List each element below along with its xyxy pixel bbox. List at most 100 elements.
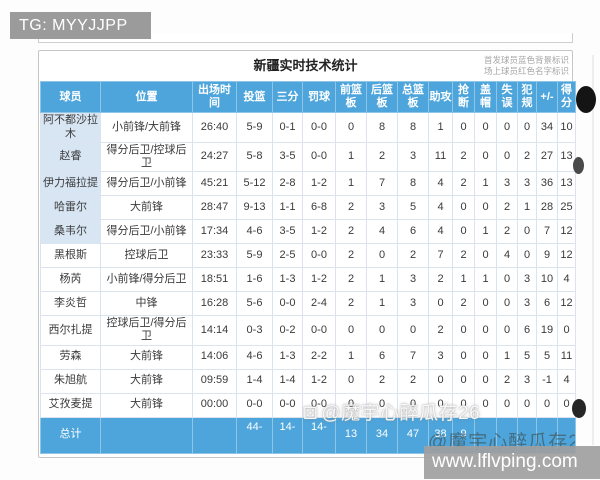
- total-stat-cell: [192, 416, 237, 454]
- player-name-cell: 阿不都沙拉木: [40, 112, 101, 143]
- stat-cell: 1: [428, 112, 453, 143]
- stat-cell: 0: [474, 291, 497, 317]
- stat-cell: 0: [366, 243, 398, 269]
- stat-cell: 0: [517, 219, 537, 245]
- edge-artifact-dot: [576, 86, 596, 113]
- tg-watermark-label: TG: MYYJJPP: [19, 17, 128, 34]
- stat-cell: 2: [452, 243, 475, 269]
- stat-cell: 1: [474, 219, 497, 245]
- stat-cell: 0: [397, 315, 429, 346]
- total-stat-cell: 14-: [302, 416, 336, 454]
- stat-cell: 1: [474, 267, 497, 293]
- column-header: 盖帽: [474, 80, 497, 114]
- stat-cell: 16:28: [192, 291, 237, 317]
- stats-table: 球员 位置 出场时间 投篮 三分 罚球 前篮板 后篮板 总篮板 助攻 抢断 盖帽 失误 犯规 +/- 得分 阿…: [40, 80, 576, 454]
- stat-cell: 23:33: [192, 243, 237, 269]
- stat-cell: 0: [496, 267, 518, 293]
- stat-cell: 8: [397, 112, 429, 143]
- column-header: 失误: [496, 80, 518, 114]
- stat-cell: 7: [536, 219, 558, 245]
- stat-cell: 3: [517, 368, 537, 394]
- player-row: 阿不都沙拉木 小前锋/大前锋 26:40 5-9 0-1 0-0 0 8 8 1 0 0 0 0 34 10: [40, 112, 576, 143]
- stat-cell: 34: [536, 112, 558, 143]
- stat-cell: 2-4: [302, 291, 336, 317]
- edge-artifact-dot: [572, 399, 586, 418]
- stat-cell: 3-5: [272, 219, 303, 245]
- stat-cell: 0: [557, 392, 576, 418]
- stat-cell: 5-8: [236, 141, 273, 173]
- stat-cell: 0: [474, 392, 497, 418]
- stat-cell: 4: [428, 171, 453, 197]
- player-row: 黑根斯 控球后卫 23:33 5-9 2-5 0-0 2 0 2 7 2 0 4 0 9 12: [40, 243, 576, 269]
- stat-cell: 19: [536, 315, 558, 346]
- stat-cell: 控球后卫/得分后卫: [100, 315, 193, 346]
- stat-cell: 5-6: [236, 291, 273, 317]
- user-watermark-text: @魔宇心醉瓜存26: [321, 403, 481, 424]
- stats-panel: 新疆实时技术统计 首发球员蓝色背景标识 场上球员红色名字标识 球员 位置 出场时间投…: [38, 50, 576, 458]
- stat-cell: 0: [496, 315, 518, 346]
- stat-cell: 10: [536, 267, 558, 293]
- stat-cell: 0: [335, 112, 367, 143]
- stat-cell: 得分后卫/控球后卫: [100, 141, 193, 173]
- stat-cell: 0: [428, 368, 453, 394]
- stat-cell: 17:34: [192, 219, 237, 245]
- stat-cell: 0-0: [272, 291, 303, 317]
- player-name-cell: 赵睿: [40, 141, 101, 173]
- stat-cell: 36: [536, 171, 558, 197]
- stat-cell: 3: [517, 267, 537, 293]
- stat-cell: 得分后卫/小前锋: [100, 171, 193, 197]
- total-stat-cell: 13: [335, 416, 367, 454]
- column-header: 总篮板: [397, 80, 429, 114]
- total-stat-cell: 47: [397, 416, 429, 454]
- player-name-cell: 劳森: [40, 344, 101, 370]
- stat-cell: 1-4: [272, 368, 303, 394]
- stat-cell: 2: [335, 219, 367, 245]
- total-stat-cell: 44-: [236, 416, 273, 454]
- stat-cell: 大前锋: [100, 195, 193, 221]
- stat-cell: 28:47: [192, 195, 237, 221]
- edge-artifact-dot: [573, 157, 584, 174]
- total-stat-cell: [474, 416, 497, 454]
- stat-cell: 1: [335, 141, 367, 173]
- stat-cell: 1-1: [272, 195, 303, 221]
- column-header: 前篮板: [335, 80, 367, 114]
- stat-cell: 0-0: [302, 243, 336, 269]
- stat-cell: 4: [557, 368, 576, 394]
- stat-cell: 2: [335, 291, 367, 317]
- player-row: 哈雷尔 大前锋 28:47 9-13 1-1 6-8 2 3 5 4 0 0 2 1 28 25: [40, 195, 576, 221]
- stat-cell: 5-9: [236, 243, 273, 269]
- stat-cell: 0: [428, 291, 453, 317]
- stat-cell: 3: [496, 171, 518, 197]
- stat-cell: 13: [557, 171, 576, 197]
- stat-cell: 12: [557, 219, 576, 245]
- stat-cell: 0-0: [302, 112, 336, 143]
- stat-cell: 0: [335, 368, 367, 394]
- stat-cell: 8: [397, 171, 429, 197]
- stat-cell: 0: [517, 243, 537, 269]
- stat-cell: 10: [557, 112, 576, 143]
- stat-cell: 6: [536, 291, 558, 317]
- stat-cell: 2: [496, 219, 518, 245]
- adjacent-panel-edge: [592, 55, 594, 445]
- legend-line-starters: 首发球员蓝色背景标识: [483, 55, 569, 65]
- stat-cell: 0: [474, 344, 497, 370]
- stat-cell: 大前锋: [100, 392, 193, 418]
- stat-cell: 24:27: [192, 141, 237, 173]
- table-body: 阿不都沙拉木 小前锋/大前锋 26:40 5-9 0-1 0-0 0 8 8 1 0 0 0 0 34 10 赵…: [40, 112, 576, 454]
- stat-cell: 4: [557, 267, 576, 293]
- stat-cell: 11: [557, 344, 576, 370]
- stat-cell: 7: [366, 171, 398, 197]
- column-header: 得分: [557, 80, 576, 114]
- stat-cell: 2: [397, 243, 429, 269]
- column-header: 出场时间: [192, 80, 237, 114]
- stat-cell: 0: [474, 141, 497, 173]
- stat-cell: 1: [474, 171, 497, 197]
- stat-cell: 0: [452, 219, 475, 245]
- column-header: 助攻: [428, 80, 453, 114]
- stat-cell: 2: [452, 171, 475, 197]
- stat-cell: 25: [557, 195, 576, 221]
- dice-logo-icon: ⚄: [303, 404, 319, 423]
- stat-cell: 0: [496, 112, 518, 143]
- player-row: 杨芮 小前锋/得分后卫 18:51 1-6 1-3 1-2 2 1 3 2 1 1 0 3 10 4: [40, 267, 576, 293]
